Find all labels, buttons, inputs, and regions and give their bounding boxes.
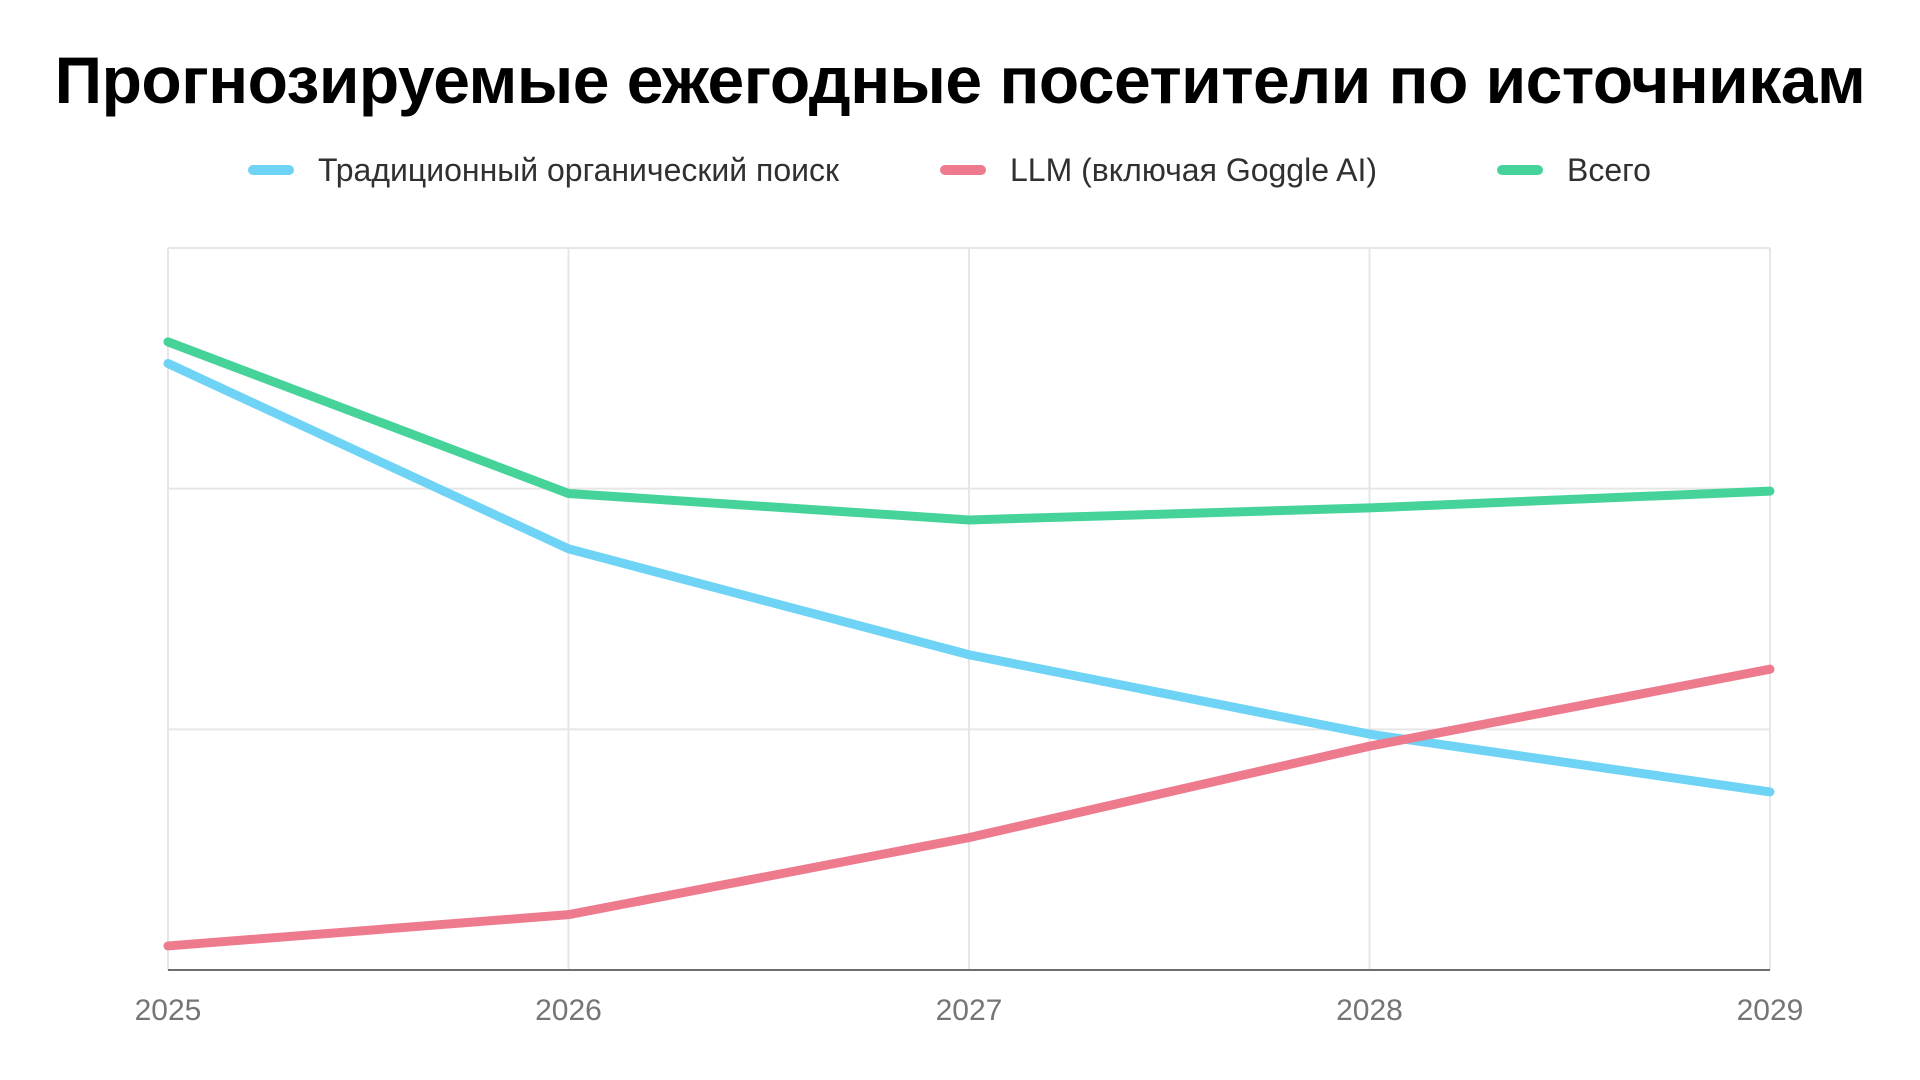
x-tick-label: 2027 [936,994,1003,1027]
legend-swatch-llm [940,165,986,175]
chart-legend: Традиционный органический поиск LLM (вкл… [0,148,1920,192]
legend-label-total: Всего [1567,151,1651,188]
legend-swatch-total [1497,165,1543,175]
x-tick-label: 2025 [135,994,202,1027]
legend-item-llm[interactable]: LLM (включая Goggle AI) [940,148,1377,192]
series-line-total [163,337,1775,525]
x-tick-label: 2028 [1336,994,1403,1027]
legend-label-llm: LLM (включая Goggle AI) [1010,151,1378,188]
chart-title: Прогнозируемые ежегодные посетители по и… [54,43,1866,117]
legend-label-organic-search: Традиционный органический поиск [318,151,840,188]
legend-item-organic-search[interactable]: Традиционный органический поиск [248,148,839,192]
series-line-llm [163,664,1775,951]
x-tick-label: 2029 [1737,994,1804,1027]
legend-item-total[interactable]: Всего [1497,148,1651,192]
series-line-organic-search [163,359,1775,797]
legend-swatch-organic-search [248,165,294,175]
x-tick-label: 2026 [535,994,602,1027]
